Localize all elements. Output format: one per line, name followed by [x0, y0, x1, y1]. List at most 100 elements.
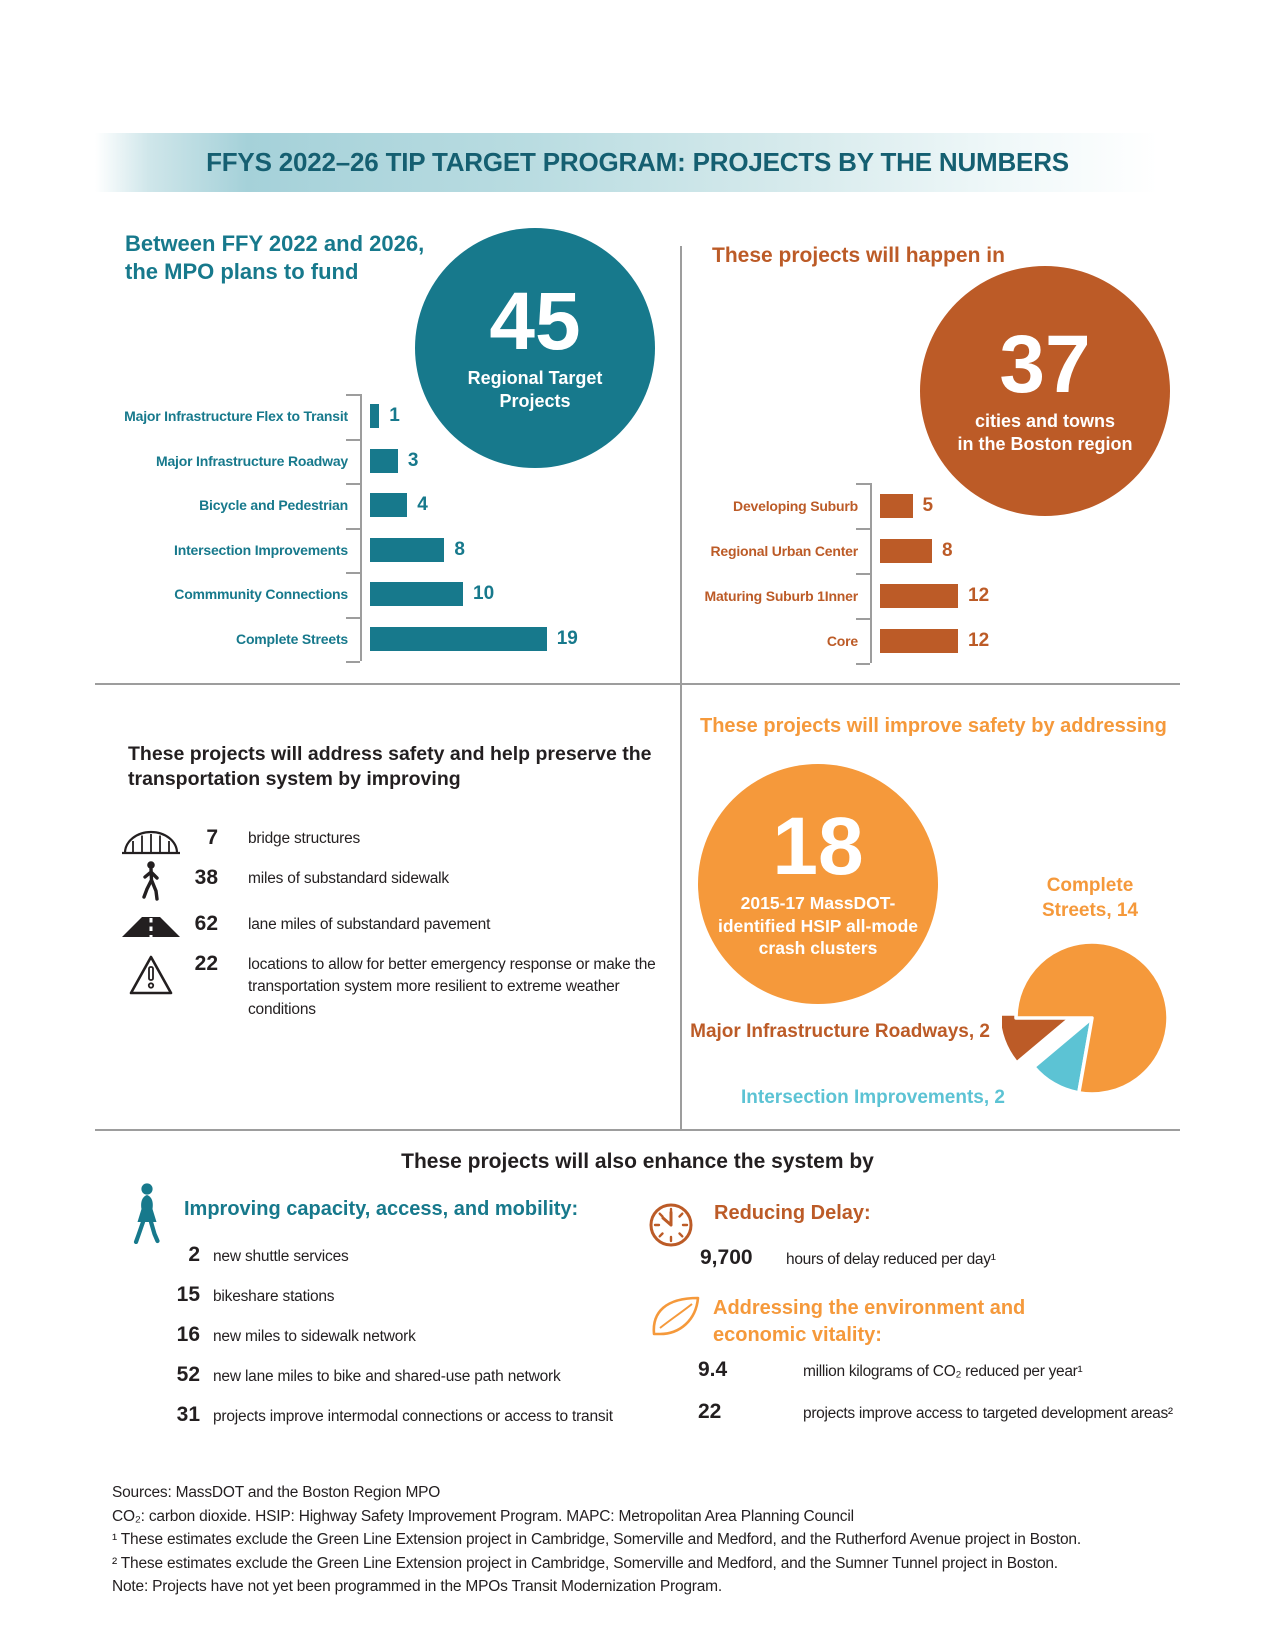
bar: [880, 583, 958, 608]
bar-category-label: Intersection Improvements: [174, 541, 348, 558]
pie-label-intersection-improvements: Intersection Improvements, 2: [741, 1087, 1005, 1108]
axis-line: [870, 483, 872, 663]
bar-category-label: Complete Streets: [236, 630, 348, 647]
safety-preserve-heading-line1: These projects will address safety and h…: [128, 743, 652, 765]
delay-heading: Reducing Delay:: [714, 1202, 871, 1224]
safety-item-text: miles of substandard sidewalk: [248, 870, 449, 887]
bar: [370, 448, 398, 473]
bar-category-label: Developing Suburb: [733, 497, 858, 514]
walking-woman-icon: [126, 1182, 168, 1249]
cities-towns-circle: 37 cities and towns in the Boston region: [920, 266, 1170, 516]
pie-slice: [1002, 1012, 1077, 1065]
crash-clusters-pie-chart: [1002, 940, 1170, 1096]
delay-text: hours of delay reduced per day¹: [786, 1251, 996, 1268]
axis-tick: [346, 616, 360, 619]
safety-item-text: bridge structures: [248, 830, 361, 847]
capacity-item-value: 15: [176, 1283, 200, 1306]
pedestrian-icon: [120, 860, 182, 907]
bar-row: Developing Suburb 5: [652, 483, 1082, 528]
bar-value-label: 3: [407, 449, 419, 471]
funding-heading: Between FFY 2022 and 2026, the MPO plans…: [125, 230, 424, 285]
footer: Sources: MassDOT and the Boston Region M…: [112, 1481, 1192, 1599]
funding-heading-line2: the MPO plans to fund: [125, 258, 359, 284]
funding-heading-line1: Between FFY 2022 and 2026,: [125, 231, 425, 256]
safety-item-value: 38: [194, 866, 218, 889]
safety-improve-circle-label-line3: crash clusters: [758, 938, 878, 959]
footer-footnote-1: ¹ These estimates exclude the Green Line…: [112, 1531, 1081, 1548]
bar: [370, 493, 408, 518]
safety-item-text: lane miles of substandard pavement: [248, 916, 491, 933]
footer-sources-line: Sources: MassDOT and the Boston Region M…: [112, 1484, 441, 1501]
bar: [880, 628, 958, 653]
location-circle-label-line1: cities and towns: [974, 410, 1116, 431]
funding-bar-chart: Major Infrastructure Flex to Transit 1 Maj…: [88, 394, 663, 664]
enhance-heading: These projects will also enhance the sys…: [401, 1150, 874, 1173]
axis-tick: [346, 572, 360, 574]
bar-value-label: 5: [922, 494, 934, 516]
location-heading: These projects will happen in: [712, 244, 1005, 267]
safety-item-pavement: 62 lane miles of substandard pavement: [120, 912, 700, 937]
capacity-item-bike-lanes: 52 new lane miles to bike and shared-use…: [122, 1363, 682, 1388]
bar-category-label: Core: [826, 632, 858, 649]
bar-row: Core 12: [652, 618, 1082, 663]
co2-value: 9.4: [698, 1358, 728, 1381]
bar-row: Maturing Suburb 1Inner 12: [652, 573, 1082, 618]
capacity-item-text: new shuttle services: [213, 1248, 349, 1265]
pie-label-major-infrastructure-roadways: Major Infrastructure Roadways, 2: [690, 1021, 990, 1042]
bar: [880, 493, 913, 518]
warning-icon: [120, 954, 182, 1001]
location-circle-label-line2: in the Boston region: [957, 433, 1133, 454]
footer-note-line: Note: Projects have not yet been program…: [112, 1578, 722, 1595]
funding-circle-number: 45: [489, 275, 581, 367]
bar-category-label: Commmunity Connections: [174, 586, 348, 603]
bar: [370, 537, 445, 562]
safety-item-sidewalk: 38 miles of substandard sidewalk: [120, 861, 700, 901]
safety-item-value: 7: [206, 826, 218, 849]
axis-tick: [856, 483, 870, 485]
capacity-item-intermodal: 31 projects improve intermodal connectio…: [122, 1403, 682, 1428]
safety-item-text: locations to allow for better emergency …: [248, 956, 656, 1018]
capacity-item-value: 16: [176, 1323, 200, 1346]
bar-row: Major Infrastructure Flex to Transit 1: [88, 394, 663, 439]
bar-value-label: 19: [556, 627, 578, 649]
environment-heading: Addressing the environment and economic …: [713, 1295, 1025, 1349]
axis-tick: [346, 483, 360, 485]
page-title: FFYS 2022–26 TIP TARGET PROGRAM: PROJECT…: [206, 147, 1069, 177]
bar-category-label: Major Infrastructure Flex to Transit: [124, 408, 348, 425]
development-areas-stat-row: 22 projects improve access to targeted d…: [698, 1400, 1173, 1424]
axis-tick: [346, 661, 360, 663]
safety-item-bridges: 7 bridge structures: [120, 826, 700, 855]
footer-footnote-2: ² These estimates exclude the Green Line…: [112, 1554, 1058, 1572]
bar-value-label: 1: [389, 405, 400, 427]
capacity-item-text: new miles to sidewalk network: [213, 1328, 416, 1345]
axis-tick: [856, 573, 870, 575]
capacity-heading: Improving capacity, access, and mobility…: [184, 1198, 579, 1220]
bar-row: Bicycle and Pedestrian 4: [88, 483, 663, 528]
horizontal-divider-top: [95, 683, 1180, 685]
bar-value-label: 10: [473, 583, 495, 605]
safety-improve-circle-number: 18: [772, 800, 864, 892]
bar-category-label: Major Infrastructure Roadway: [156, 452, 348, 469]
location-circle-number: 37: [999, 318, 1091, 410]
development-areas-value: 22: [698, 1400, 722, 1423]
bar-value-label: 12: [968, 629, 990, 651]
pie-slice: [1014, 940, 1170, 1096]
bar: [370, 626, 547, 651]
capacity-item-value: 31: [176, 1403, 200, 1426]
delay-stat-row: 9,700 hours of delay reduced per day¹: [700, 1246, 996, 1270]
co2-text: million kilograms of CO₂ reduced per yea…: [803, 1363, 1083, 1380]
axis-tick: [856, 663, 870, 665]
bar-category-label: Bicycle and Pedestrian: [199, 497, 348, 514]
safety-item-value: 62: [194, 912, 218, 935]
capacity-item-sidewalk: 16 new miles to sidewalk network: [122, 1323, 682, 1348]
bar-value-label: 12: [968, 584, 990, 606]
title-banner: FFYS 2022–26 TIP TARGET PROGRAM: PROJECT…: [95, 133, 1180, 192]
safety-improve-circle-label-line1: 2015-17 MassDOT-: [740, 892, 896, 913]
vertical-divider: [680, 246, 682, 1131]
footer-abbreviations-line: CO₂: carbon dioxide. HSIP: Highway Safet…: [112, 1507, 854, 1525]
bar-value-label: 8: [942, 539, 953, 561]
development-areas-text: projects improve access to targeted deve…: [803, 1405, 1173, 1422]
regional-target-projects-circle: 45 Regional Target Projects: [415, 228, 655, 468]
bar-row: Regional Urban Center 8: [652, 528, 1082, 573]
axis-tick: [346, 527, 360, 530]
